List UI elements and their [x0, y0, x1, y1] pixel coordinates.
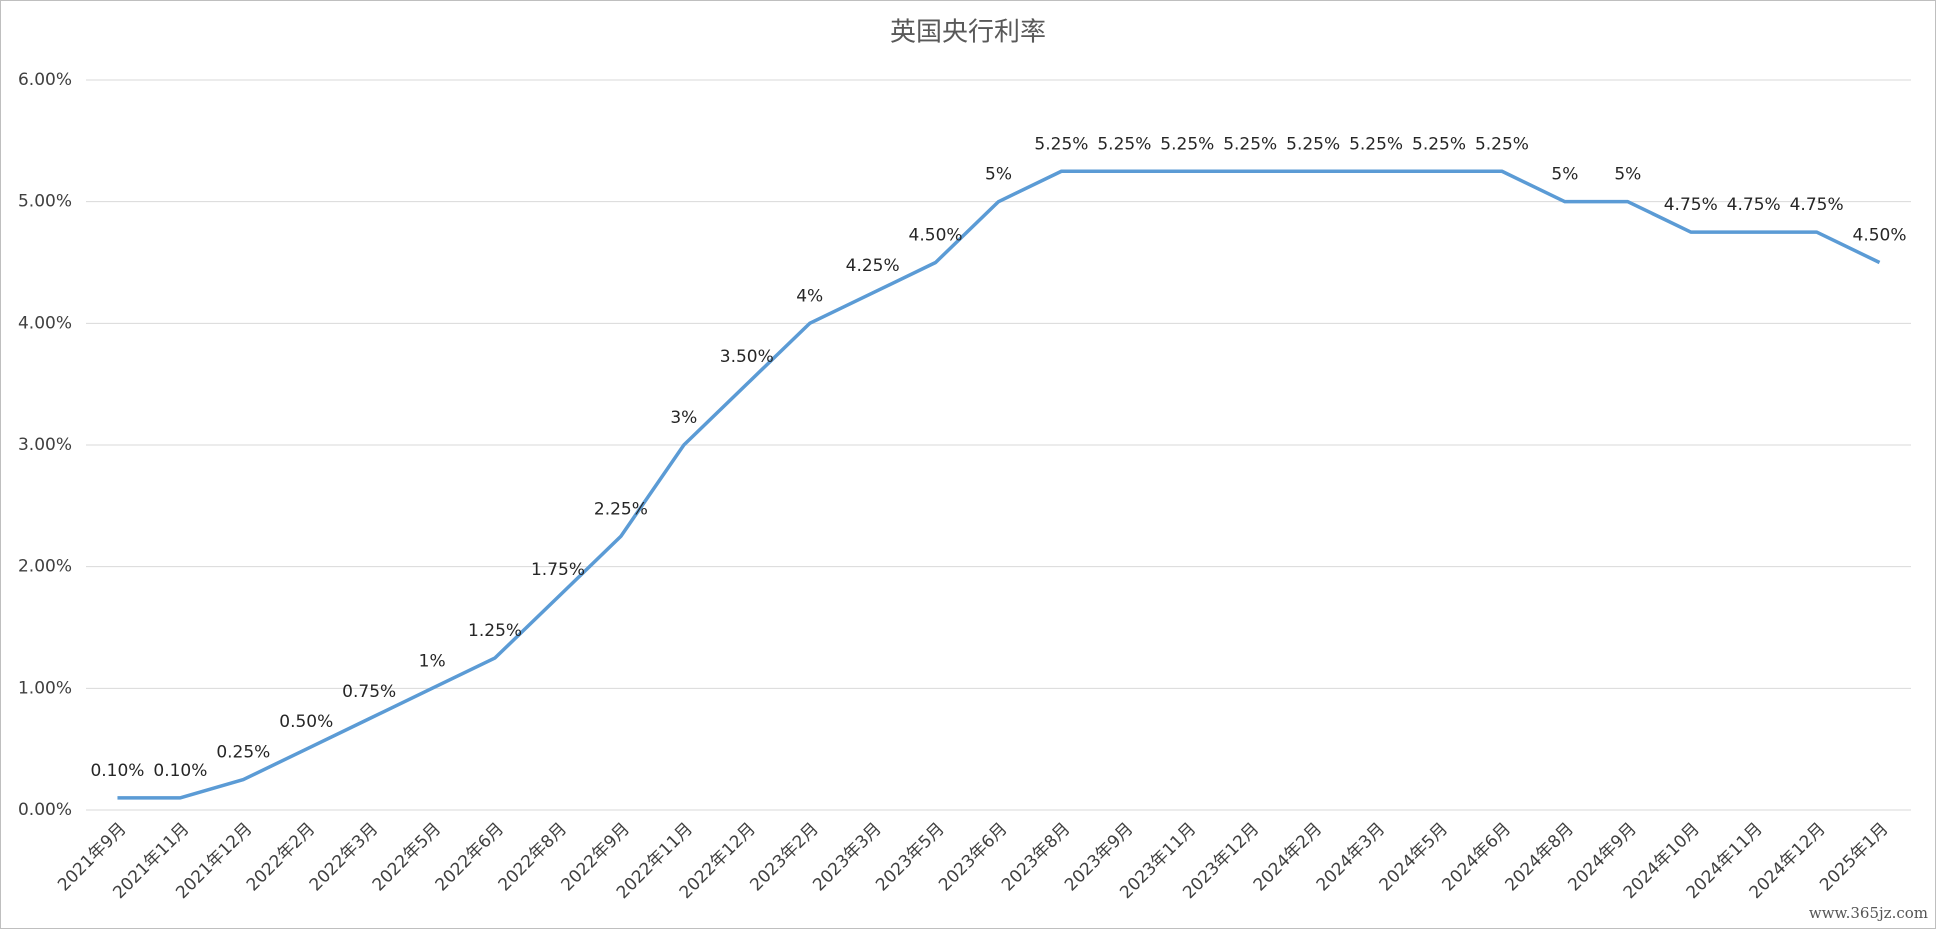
data-label: 5.25% — [1286, 134, 1340, 154]
data-label: 4.25% — [846, 256, 900, 276]
watermark: www.365jz.com — [1809, 904, 1928, 922]
data-label: 0.25% — [216, 743, 270, 763]
y-tick-label: 1.00% — [18, 678, 72, 698]
data-label: 4.75% — [1790, 195, 1844, 215]
data-label: 5.25% — [1223, 134, 1277, 154]
data-label: 0.10% — [153, 761, 207, 781]
data-label: 5% — [985, 165, 1012, 185]
data-label: 0.75% — [342, 682, 396, 702]
y-tick-label: 3.00% — [18, 435, 72, 455]
data-label: 1.25% — [468, 621, 522, 641]
y-tick-label: 2.00% — [18, 557, 72, 577]
y-tick-label: 5.00% — [18, 192, 72, 212]
data-label: 3% — [670, 408, 697, 428]
data-label: 4.50% — [909, 226, 963, 246]
data-label: 1.75% — [531, 560, 585, 580]
data-label: 5.25% — [1475, 134, 1529, 154]
data-label: 2.25% — [594, 499, 648, 519]
data-label: 4.75% — [1727, 195, 1781, 215]
data-label: 1% — [419, 651, 446, 671]
data-label: 5.25% — [1160, 134, 1214, 154]
data-label: 4% — [796, 286, 823, 306]
data-label: 4.75% — [1664, 195, 1718, 215]
data-label: 5.25% — [1097, 134, 1151, 154]
data-label: 3.50% — [720, 347, 774, 367]
data-label: 4.50% — [1853, 226, 1907, 246]
data-label: 0.10% — [90, 761, 144, 781]
data-label: 5% — [1614, 165, 1641, 185]
data-label: 5.25% — [1034, 134, 1088, 154]
data-label: 5.25% — [1412, 134, 1466, 154]
data-label: 5% — [1551, 165, 1578, 185]
y-tick-label: 6.00% — [18, 70, 72, 90]
data-label: 5.25% — [1349, 134, 1403, 154]
chart-title: 英国央行利率 — [890, 18, 1046, 48]
y-tick-label: 4.00% — [18, 313, 72, 333]
data-line — [117, 169, 1881, 800]
y-tick-label: 0.00% — [18, 800, 72, 820]
data-label: 0.50% — [279, 712, 333, 732]
